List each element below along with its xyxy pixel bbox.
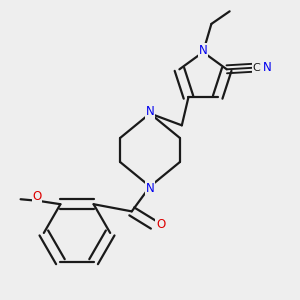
Text: O: O — [33, 190, 42, 203]
Text: N: N — [263, 61, 272, 74]
Text: N: N — [146, 105, 154, 118]
Text: C: C — [253, 63, 260, 73]
Text: N: N — [199, 44, 208, 57]
Text: N: N — [146, 182, 154, 195]
Text: O: O — [156, 218, 165, 231]
